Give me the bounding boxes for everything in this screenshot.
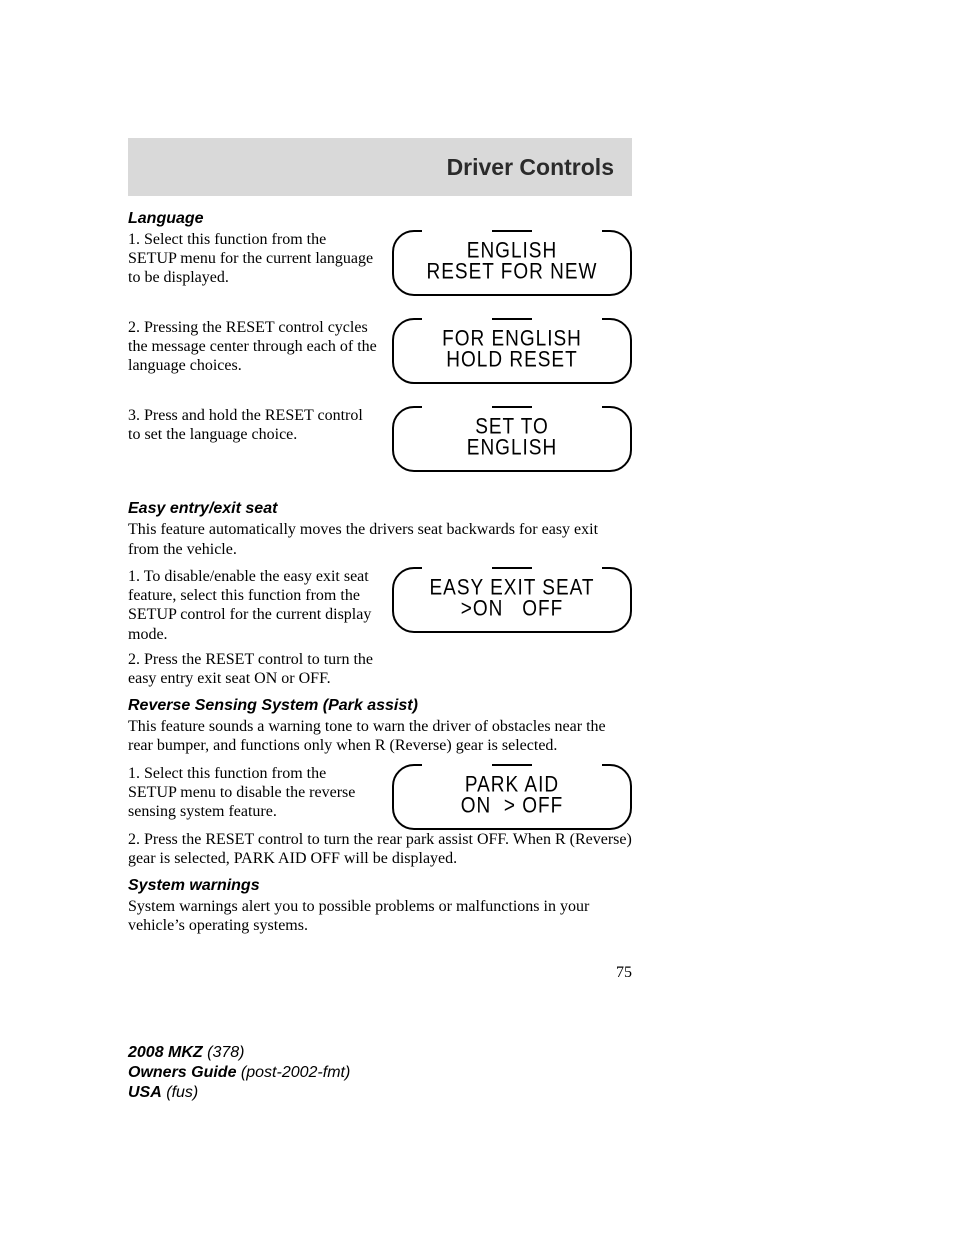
easy-heading: Easy entry/exit seat — [128, 500, 632, 518]
lcd-line: >ON OFF — [461, 598, 563, 622]
footer-guide-code: (post-2002-fmt) — [241, 1064, 350, 1081]
language-step3-text: 3. Press and hold the RESET control to s… — [128, 406, 378, 444]
easy-step1-text: 1. To disable/enable the easy exit seat … — [128, 567, 378, 644]
language-step1-row: 1. Select this function from the SETUP m… — [128, 230, 632, 296]
language-step1-text: 1. Select this function from the SETUP m… — [128, 230, 378, 288]
footer-guide: Owners Guide — [128, 1064, 236, 1081]
footer-model: 2008 MKZ — [128, 1044, 203, 1061]
footer-block: 2008 MKZ (378) Owners Guide (post-2002-f… — [128, 1043, 350, 1103]
language-display-3: SET TO ENGLISH — [392, 406, 632, 472]
language-display-2: FOR ENGLISH HOLD RESET — [392, 318, 632, 384]
section-header-bar: Driver Controls — [128, 138, 632, 196]
reverse-step1-row: 1. Select this function from the SETUP m… — [128, 764, 632, 830]
footer-line-1: 2008 MKZ (378) — [128, 1043, 350, 1063]
reverse-heading: Reverse Sensing System (Park assist) — [128, 697, 632, 715]
language-step2-row: 2. Pressing the RESET control cycles the… — [128, 318, 632, 384]
body-content: Language 1. Select this function from th… — [128, 196, 632, 982]
reverse-intro: This feature sounds a warning tone to wa… — [128, 717, 632, 756]
reverse-step2-text: 2. Press the RESET control to turn the r… — [128, 830, 632, 869]
footer-region-code: (fus) — [166, 1084, 198, 1101]
section-header-title: Driver Controls — [447, 154, 614, 181]
reverse-step1-text: 1. Select this function from the SETUP m… — [128, 764, 378, 822]
page-content: Driver Controls Language 1. Select this … — [128, 138, 632, 982]
easy-step2-text: 2. Press the RESET control to turn the e… — [128, 650, 388, 689]
easy-step1-row: 1. To disable/enable the easy exit seat … — [128, 567, 632, 644]
language-step2-text: 2. Pressing the RESET control cycles the… — [128, 318, 378, 376]
easy-display: EASY EXIT SEAT >ON OFF — [392, 567, 632, 633]
lcd-line: RESET FOR NEW — [427, 261, 598, 285]
page-number: 75 — [128, 964, 632, 982]
footer-model-code: (378) — [207, 1044, 244, 1061]
reverse-display: PARK AID ON > OFF — [392, 764, 632, 830]
lcd-line: ON > OFF — [461, 795, 563, 819]
easy-intro: This feature automatically moves the dri… — [128, 520, 632, 559]
footer-line-3: USA (fus) — [128, 1083, 350, 1103]
language-heading: Language — [128, 210, 632, 228]
language-step3-row: 3. Press and hold the RESET control to s… — [128, 406, 632, 472]
language-display-1: ENGLISH RESET FOR NEW — [392, 230, 632, 296]
lcd-box: FOR ENGLISH HOLD RESET — [392, 318, 632, 384]
footer-region: USA — [128, 1084, 162, 1101]
syswarn-intro: System warnings alert you to possible pr… — [128, 897, 632, 936]
lcd-box: SET TO ENGLISH — [392, 406, 632, 472]
syswarn-heading: System warnings — [128, 877, 632, 895]
footer-line-2: Owners Guide (post-2002-fmt) — [128, 1063, 350, 1083]
lcd-box: EASY EXIT SEAT >ON OFF — [392, 567, 632, 633]
lcd-box: PARK AID ON > OFF — [392, 764, 632, 830]
lcd-box: ENGLISH RESET FOR NEW — [392, 230, 632, 296]
lcd-line: HOLD RESET — [446, 349, 577, 373]
lcd-line: ENGLISH — [467, 437, 557, 461]
